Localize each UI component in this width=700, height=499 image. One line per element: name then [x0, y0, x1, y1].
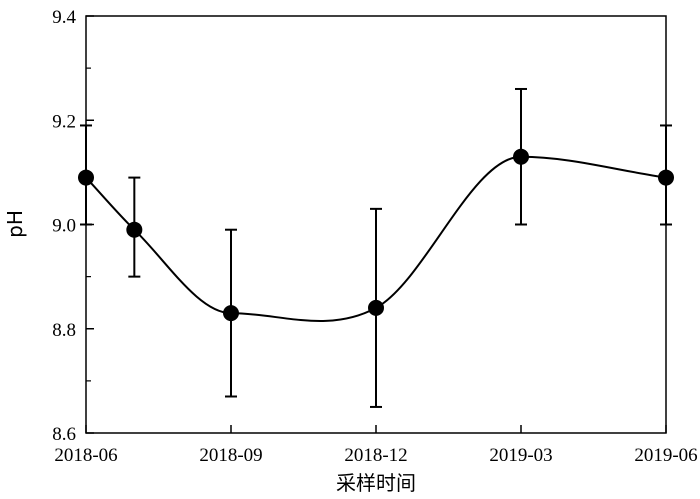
x-axis-title: 采样时间 — [336, 471, 416, 495]
data-points — [78, 148, 674, 322]
data-point — [126, 221, 143, 238]
data-point — [223, 305, 239, 322]
axis-ticks — [85, 15, 667, 434]
x-tick-label: 2018-09 — [199, 445, 262, 466]
x-tick-label: 2018-12 — [344, 445, 407, 466]
x-tick-label: 2018-06 — [54, 445, 117, 466]
error-bars — [80, 87, 672, 408]
data-point — [658, 169, 674, 186]
y-tick-label: 9.4 — [52, 7, 76, 28]
data-point — [513, 148, 529, 165]
data-point — [368, 299, 384, 316]
x-tick-label: 2019-06 — [634, 445, 697, 466]
y-axis-title: pH — [3, 210, 27, 238]
y-tick-label: 9.2 — [52, 111, 76, 132]
y-tick-label: 8.6 — [52, 424, 76, 445]
axis-tick-labels: 2018-06 2018-09 2018-12 2019-03 2019-06 8.6 8.… — [52, 7, 697, 466]
x-tick-label: 2019-03 — [489, 445, 552, 466]
y-tick-label: 8.8 — [52, 320, 76, 341]
y-tick-label: 9.0 — [52, 216, 76, 237]
data-point — [78, 169, 94, 186]
